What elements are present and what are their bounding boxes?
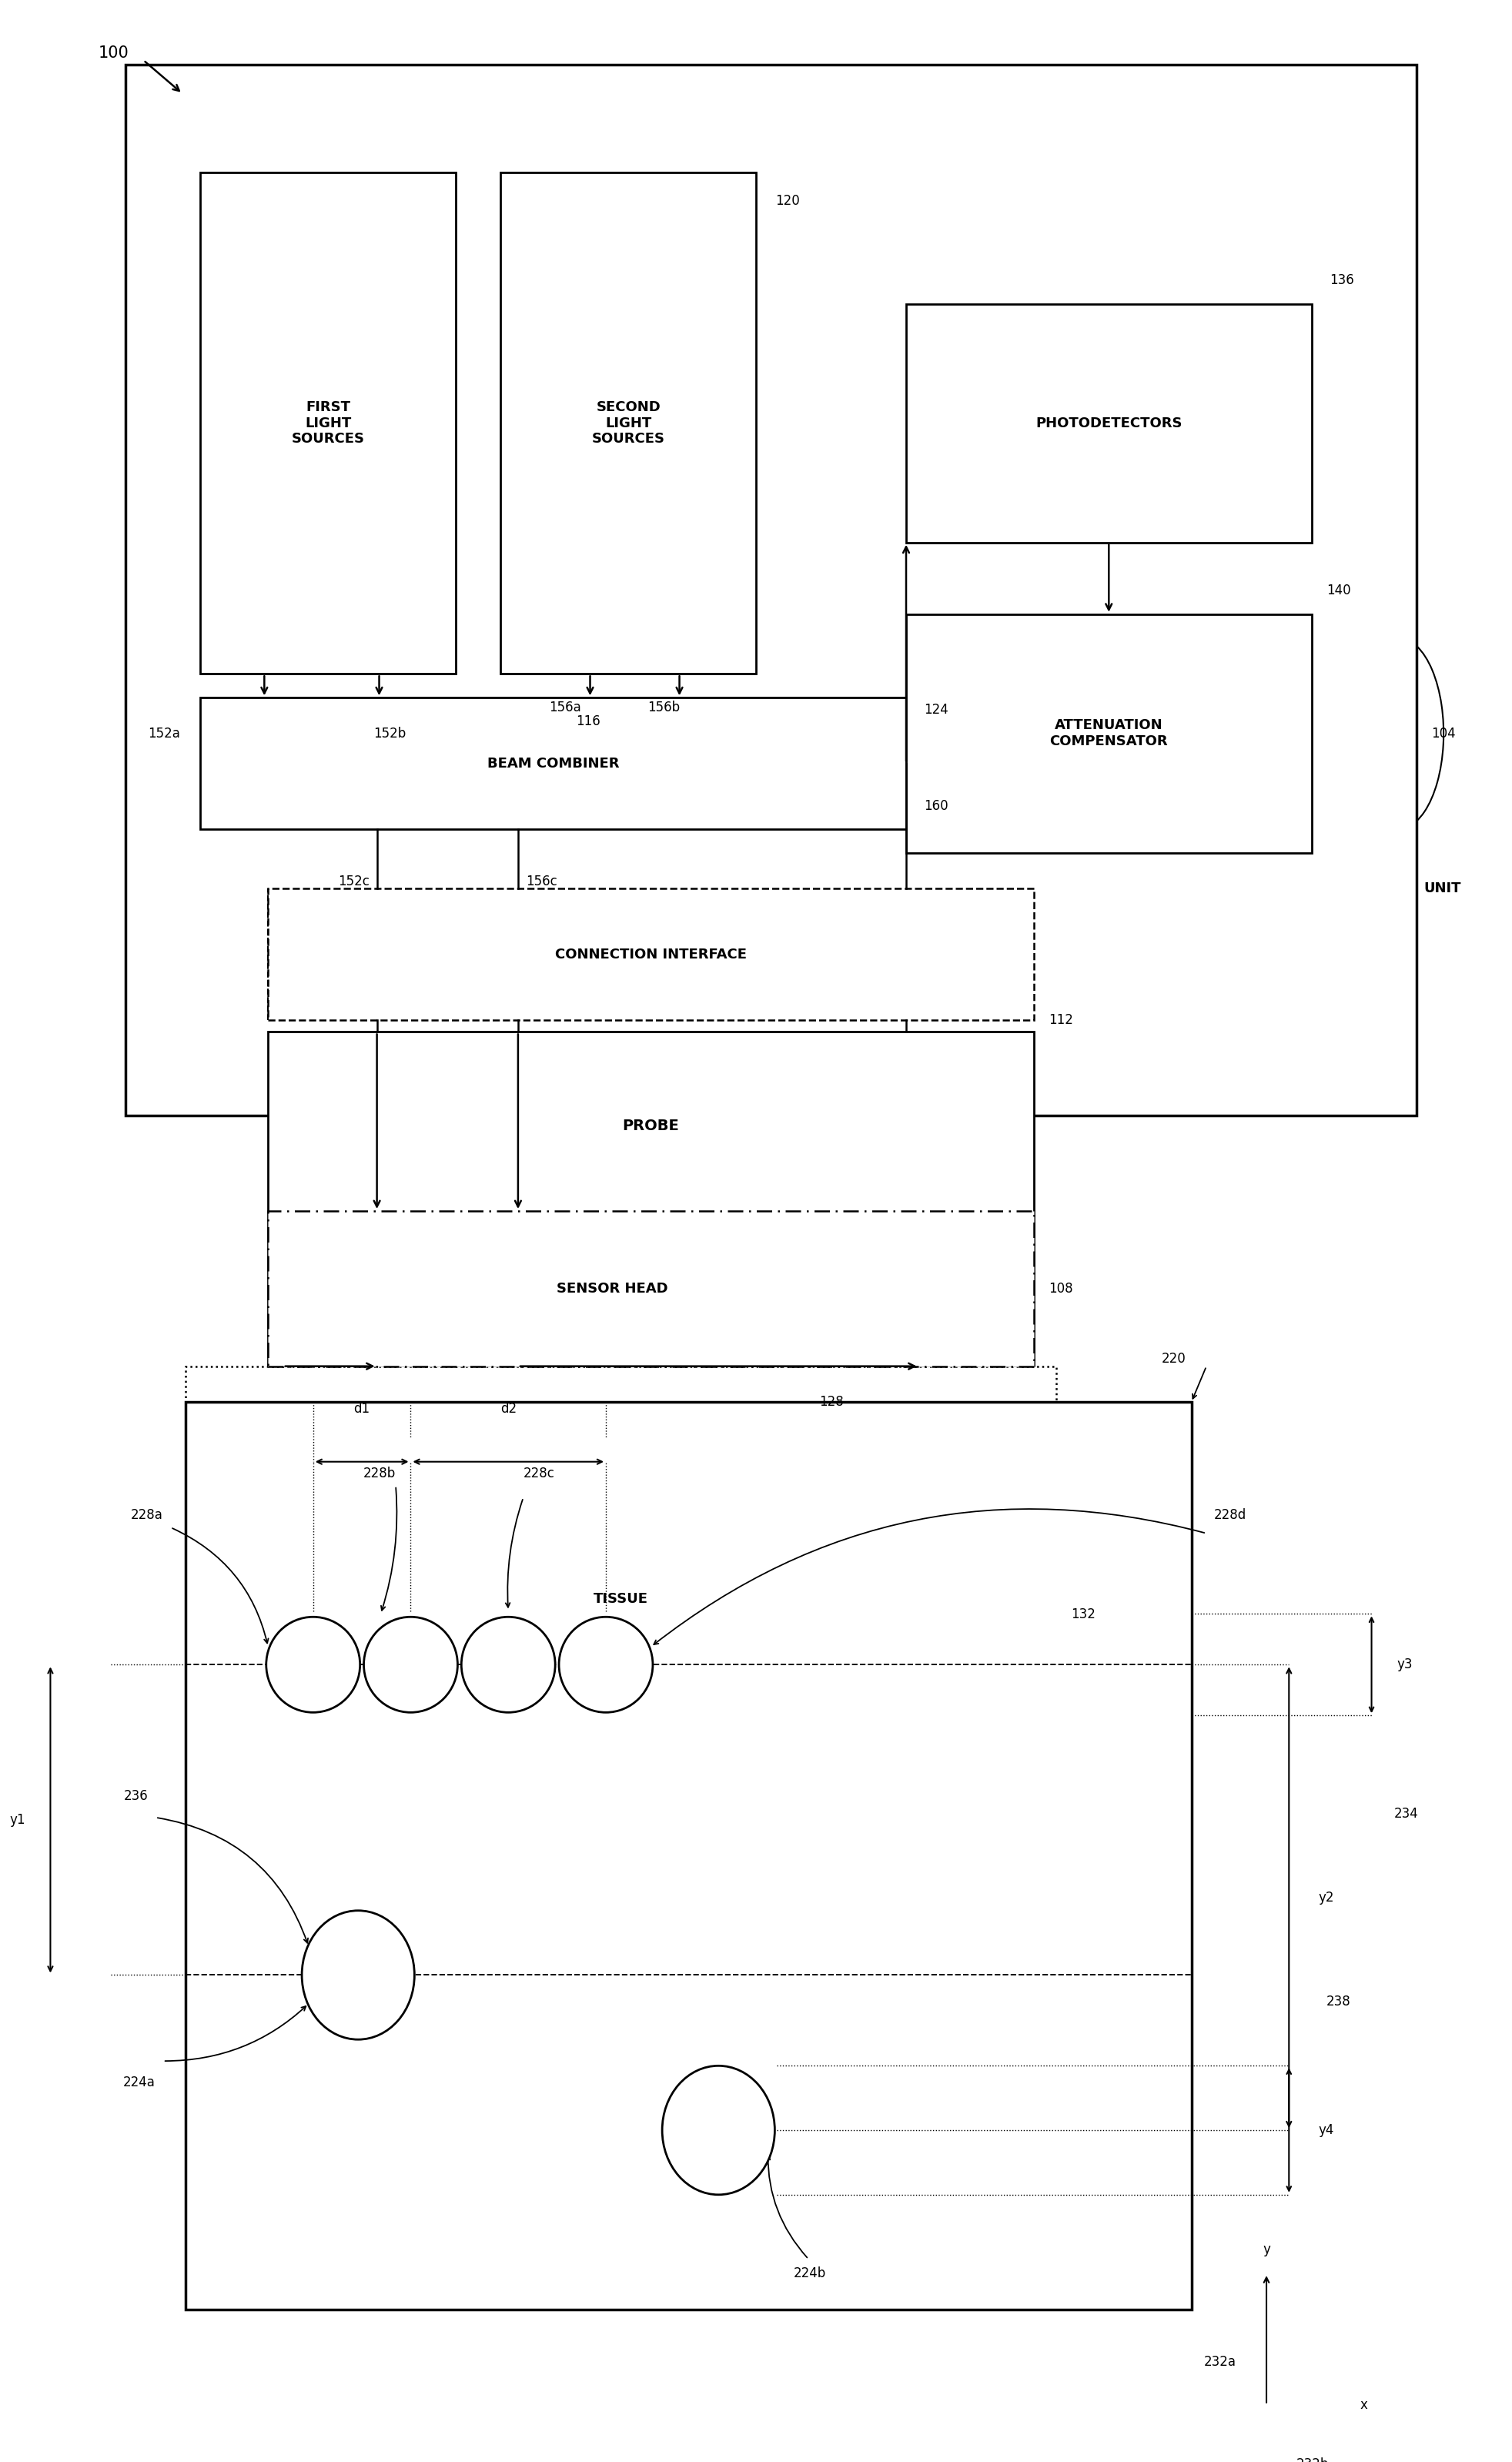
Text: UNIT: UNIT <box>1424 881 1462 896</box>
Ellipse shape <box>461 1618 555 1714</box>
Text: 104: 104 <box>1432 726 1456 741</box>
Bar <box>906 613 1311 852</box>
Text: D1: D1 <box>304 1659 322 1669</box>
Text: 238: 238 <box>1326 1994 1350 2009</box>
Bar <box>268 1211 1034 1366</box>
Text: d1: d1 <box>354 1403 370 1416</box>
Ellipse shape <box>266 1618 360 1714</box>
Text: 160: 160 <box>924 800 948 812</box>
Bar <box>268 889 1034 1019</box>
Bar <box>201 697 906 830</box>
Text: 220: 220 <box>1161 1352 1185 1366</box>
Text: 136: 136 <box>1329 273 1353 288</box>
Text: 128: 128 <box>820 1396 844 1408</box>
Text: FIRST
LIGHT
SOURCES: FIRST LIGHT SOURCES <box>292 401 364 446</box>
Text: x: x <box>1361 2398 1368 2413</box>
Text: y2: y2 <box>1318 1891 1335 1906</box>
Text: d2: d2 <box>500 1403 517 1416</box>
Ellipse shape <box>559 1618 653 1714</box>
Text: 228c: 228c <box>523 1467 555 1480</box>
Ellipse shape <box>364 1618 458 1714</box>
Text: 156c: 156c <box>526 874 556 889</box>
Text: D3: D3 <box>499 1659 517 1669</box>
Text: 100: 100 <box>98 44 129 62</box>
Text: 236: 236 <box>124 1790 148 1802</box>
Text: PROBE: PROBE <box>623 1118 679 1133</box>
Text: PHOTODETECTORS: PHOTODETECTORS <box>1036 416 1182 431</box>
Text: S1: S1 <box>349 1967 367 1982</box>
Bar <box>201 172 455 675</box>
Bar <box>906 303 1311 542</box>
Text: TISSUE: TISSUE <box>594 1593 649 1605</box>
Bar <box>186 1401 1191 2309</box>
Text: BEAM COMBINER: BEAM COMBINER <box>487 756 620 771</box>
Text: 228a: 228a <box>130 1509 163 1522</box>
Text: y3: y3 <box>1397 1657 1412 1672</box>
Text: D4: D4 <box>597 1659 615 1669</box>
Bar <box>500 172 756 675</box>
Text: 140: 140 <box>1326 583 1350 598</box>
Text: SENSOR HEAD: SENSOR HEAD <box>556 1283 668 1295</box>
Text: 124: 124 <box>924 702 948 716</box>
Text: SECOND
LIGHT
SOURCES: SECOND LIGHT SOURCES <box>591 401 665 446</box>
Text: y1: y1 <box>9 1812 26 1827</box>
Text: 120: 120 <box>776 194 800 209</box>
Text: 228b: 228b <box>363 1467 396 1480</box>
Text: 232b: 232b <box>1296 2457 1329 2462</box>
Text: 152c: 152c <box>339 874 369 889</box>
Text: 132: 132 <box>1072 1608 1096 1622</box>
Text: 156b: 156b <box>649 699 680 714</box>
Text: 228d: 228d <box>1214 1509 1246 1522</box>
Text: ATTENUATION
COMPENSATOR: ATTENUATION COMPENSATOR <box>1049 719 1167 748</box>
Text: 156a: 156a <box>549 699 581 714</box>
Ellipse shape <box>302 1911 414 2039</box>
Text: S2: S2 <box>709 2122 727 2137</box>
Bar <box>268 1032 1034 1366</box>
Text: 116: 116 <box>576 714 600 729</box>
Text: 232a: 232a <box>1204 2354 1237 2368</box>
Ellipse shape <box>662 2066 774 2194</box>
Text: D2: D2 <box>402 1659 420 1669</box>
Text: 224b: 224b <box>794 2268 826 2280</box>
Text: 152b: 152b <box>373 726 405 741</box>
Text: y4: y4 <box>1318 2122 1334 2137</box>
Text: 112: 112 <box>1049 1012 1074 1027</box>
Text: y: y <box>1263 2243 1270 2258</box>
Text: 108: 108 <box>1049 1283 1074 1295</box>
Text: 152a: 152a <box>148 726 180 741</box>
Text: 224a: 224a <box>124 2075 156 2090</box>
Text: 234: 234 <box>1394 1807 1418 1822</box>
Bar <box>186 1366 1057 1677</box>
Text: CONNECTION INTERFACE: CONNECTION INTERFACE <box>555 948 747 960</box>
Bar <box>125 64 1417 1115</box>
